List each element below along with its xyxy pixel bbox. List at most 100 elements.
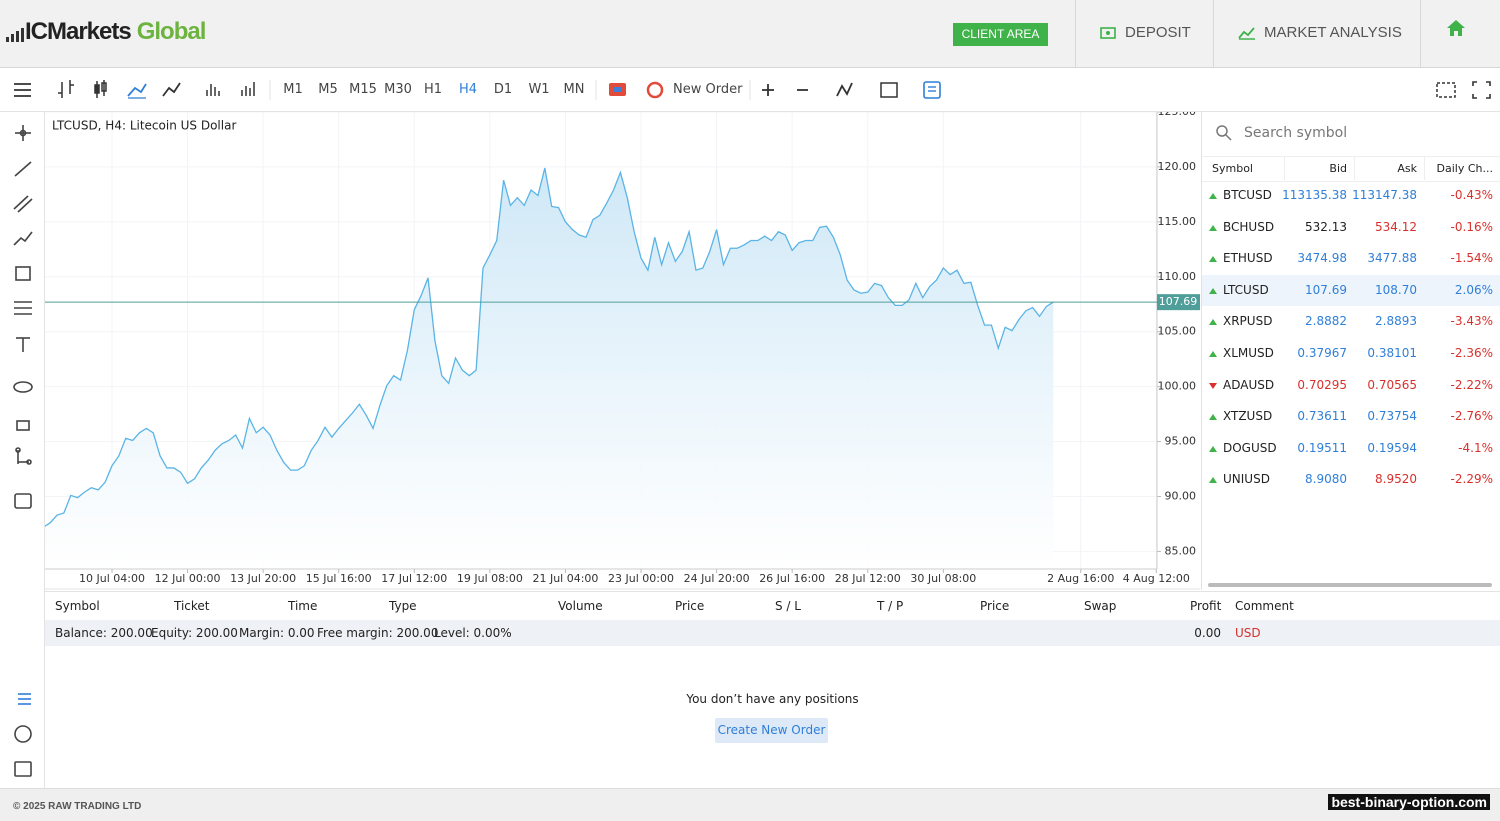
market-row[interactable]: BTCUSD 113135.38 113147.38 -0.43% — [1202, 180, 1500, 211]
lock-tool[interactable] — [16, 420, 30, 431]
ask: 2.8893 — [1375, 314, 1417, 329]
daily-change: -2.22% — [1450, 377, 1493, 392]
candles-button[interactable] — [94, 80, 107, 98]
column-header[interactable]: Ticket — [174, 599, 210, 613]
menu-button[interactable] — [14, 83, 31, 97]
path-tool[interactable] — [13, 231, 33, 246]
market-row[interactable]: XTZUSD 0.73611 0.73754 -2.76% — [1202, 401, 1500, 432]
area-button[interactable] — [162, 82, 181, 97]
column-header[interactable]: Ask — [1397, 162, 1417, 175]
trendline-tool[interactable] — [14, 161, 32, 177]
timeframe-button[interactable]: M30 — [384, 82, 412, 97]
history-tab[interactable] — [14, 725, 32, 743]
y-tick-label: 100.00 — [1158, 380, 1197, 393]
column-header[interactable]: Type — [389, 599, 417, 613]
column-header[interactable]: Swap — [1084, 599, 1117, 613]
fullscreen-button[interactable] — [1472, 81, 1491, 99]
trend-arrow-shape — [1209, 445, 1217, 452]
column-header[interactable]: Volume — [558, 599, 603, 613]
market-row[interactable]: XRPUSD 2.8882 2.8893 -3.43% — [1202, 306, 1500, 337]
market-row[interactable]: BCHUSD 532.13 534.12 -0.16% — [1202, 212, 1500, 243]
daily-change: -2.36% — [1450, 346, 1493, 360]
market-row[interactable]: UNIUSD 8.9080 8.9520 -2.29% — [1202, 464, 1500, 495]
market-row[interactable]: XLMUSD 0.37967 0.38101 -2.36% — [1202, 338, 1500, 369]
timeframe-button[interactable]: M5 — [318, 82, 338, 97]
fib-tool[interactable] — [14, 301, 32, 315]
create-order-button[interactable]: Create New Order — [715, 718, 828, 743]
text-tool[interactable] — [16, 337, 30, 352]
search-input[interactable]: Search symbol — [1244, 125, 1348, 141]
daily-change: -0.43% — [1450, 188, 1493, 202]
line-chart-button[interactable] — [127, 83, 147, 97]
market-row[interactable]: LTCUSD 107.69 108.70 2.06% — [1202, 274, 1500, 306]
market-analysis-link[interactable]: MARKET ANALYSIS — [1264, 24, 1402, 41]
y-tick-label: 85.00 — [1165, 544, 1197, 557]
zoom-in-button[interactable] — [762, 84, 774, 96]
crosshair-tool[interactable] — [15, 125, 31, 141]
positions-panel: Symbol Ticket Time Type Volume Price S / L T / … — [45, 591, 1500, 789]
ask: 0.73754 — [1367, 409, 1417, 424]
client-area-button[interactable]: CLIENT AREA — [953, 23, 1048, 46]
volume-button[interactable] — [206, 84, 220, 96]
market-row[interactable]: ETHUSD 3474.98 3477.88 -1.54% — [1202, 243, 1500, 274]
empty-text: You don’t have any positions — [686, 692, 859, 706]
trend-arrow-shape — [1209, 256, 1217, 263]
column-header[interactable]: Daily Ch... — [1436, 162, 1493, 175]
market-row[interactable]: DOGUSD 0.19511 0.19594 -4.1% — [1202, 433, 1500, 464]
column-header[interactable]: Bid — [1329, 162, 1347, 175]
ask: 3477.88 — [1367, 251, 1417, 266]
bid: 0.70295 — [1297, 377, 1347, 392]
calendar-button[interactable] — [880, 82, 898, 98]
deposit-link[interactable]: DEPOSIT — [1125, 24, 1191, 41]
bid: 0.73611 — [1297, 409, 1347, 424]
notes-button[interactable] — [923, 81, 941, 99]
scrollbar[interactable] — [1208, 583, 1492, 587]
timeframe-button[interactable]: H1 — [423, 82, 443, 97]
shape-tool[interactable] — [15, 266, 31, 281]
col-sep — [1424, 157, 1425, 180]
column-header[interactable]: Profit — [1190, 599, 1222, 613]
layers-tool[interactable] — [14, 493, 32, 509]
column-header[interactable]: Price — [675, 599, 705, 613]
channel-tool[interactable] — [13, 195, 33, 213]
column-header[interactable]: Time — [288, 599, 318, 613]
divider — [1075, 0, 1076, 67]
x-tick-label: 24 Jul 20:00 — [684, 572, 750, 585]
trend-arrow-shape — [1209, 382, 1217, 389]
home-button[interactable] — [1446, 19, 1466, 37]
timeframe-button[interactable]: M1 — [283, 82, 303, 97]
market-row[interactable]: ADAUSD 0.70295 0.70565 -2.22% — [1202, 370, 1500, 401]
timeframe-button[interactable]: H4 — [458, 82, 478, 97]
watermark: best-binary-option.com — [1328, 794, 1490, 810]
daily-change: -2.76% — [1450, 409, 1493, 424]
journal-tab[interactable] — [14, 761, 32, 777]
divider — [1420, 0, 1421, 67]
positions-tab[interactable] — [18, 693, 31, 705]
column-header[interactable]: Symbol — [1212, 162, 1253, 175]
tree-tool[interactable] — [15, 447, 32, 465]
sidebar-icons — [13, 125, 33, 777]
indicators-button[interactable] — [241, 82, 255, 96]
bars-button[interactable] — [58, 80, 74, 98]
new-order-button[interactable]: New Order — [673, 82, 743, 97]
trend-arrow — [1209, 382, 1217, 389]
timeframe-button[interactable]: D1 — [493, 82, 513, 97]
column-header[interactable]: Symbol — [55, 599, 100, 613]
visibility-tool[interactable] — [13, 381, 33, 393]
column-header[interactable]: T / P — [877, 599, 904, 613]
trend-arrow — [1209, 414, 1217, 421]
screenshot-button[interactable] — [1436, 82, 1456, 98]
column-header[interactable]: Comment — [1235, 599, 1294, 613]
timeframe-button[interactable]: M15 — [349, 82, 377, 97]
market-header — [1202, 156, 1500, 182]
logo-icon — [6, 28, 24, 42]
timeframe-button[interactable]: W1 — [528, 82, 550, 97]
new-order-icon[interactable] — [646, 81, 664, 99]
logo[interactable]: ICMarkets Global — [25, 18, 206, 46]
column-header[interactable]: S / L — [775, 599, 801, 613]
studies-button[interactable] — [836, 82, 853, 97]
divider — [1213, 0, 1214, 67]
timeframe-button[interactable]: MN — [563, 82, 585, 97]
x-tick-label: 19 Jul 08:00 — [457, 572, 523, 585]
column-header[interactable]: Price — [980, 599, 1010, 613]
